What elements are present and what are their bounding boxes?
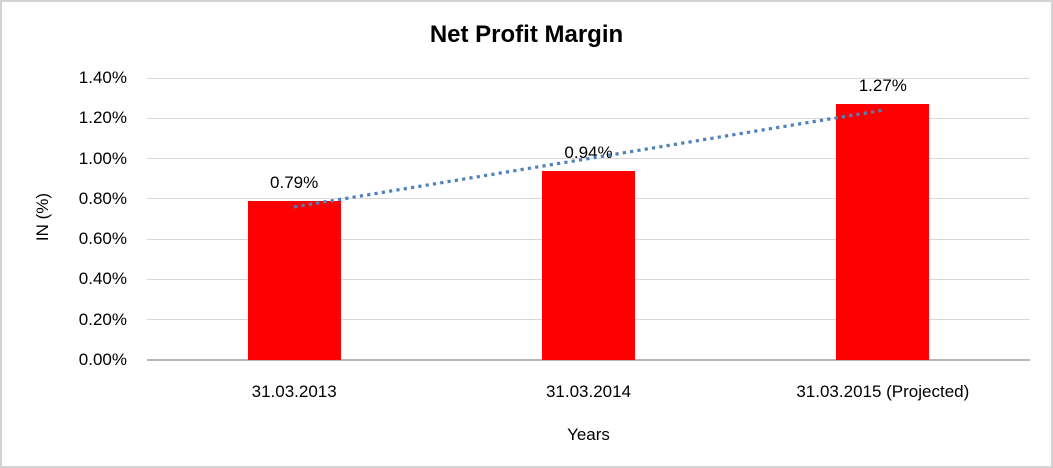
y-tick-label: 0.80% — [78, 188, 127, 208]
y-tick-label: 0.40% — [78, 269, 127, 289]
bar-31.03.2014 — [542, 170, 635, 360]
data-label: 0.94% — [564, 142, 613, 162]
bar-31.03.2015 (Projected) — [836, 104, 930, 360]
data-label: 0.79% — [270, 172, 319, 192]
y-tick-label: 0.20% — [78, 309, 127, 329]
x-tick-label: 31.03.2015 (Projected) — [796, 382, 970, 401]
y-tick-label: 1.00% — [78, 148, 127, 168]
chart-title: Net Profit Margin — [429, 21, 624, 48]
y-tick-label: 0.60% — [78, 229, 127, 249]
x-axis-line — [147, 359, 1030, 361]
x-tick-label: 31.03.2013 — [251, 382, 337, 401]
bar-31.03.2013 — [247, 200, 341, 360]
y-tick-label: 1.40% — [78, 68, 127, 87]
y-gridline — [147, 77, 1030, 79]
y-tick-label: 1.20% — [78, 108, 127, 128]
y-tick-label: 0.00% — [78, 350, 127, 369]
x-axis-title: Years — [567, 425, 610, 444]
data-label: 1.27% — [858, 76, 907, 96]
x-tick-label: 31.03.2014 — [545, 382, 632, 401]
